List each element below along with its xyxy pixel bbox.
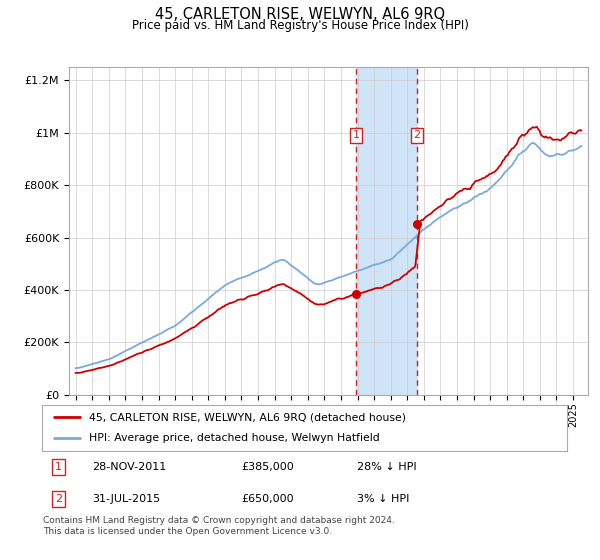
Text: 45, CARLETON RISE, WELWYN, AL6 9RQ: 45, CARLETON RISE, WELWYN, AL6 9RQ xyxy=(155,7,445,22)
Text: £650,000: £650,000 xyxy=(241,494,294,504)
Text: £385,000: £385,000 xyxy=(241,462,294,472)
Text: 1: 1 xyxy=(55,462,62,472)
Text: 28% ↓ HPI: 28% ↓ HPI xyxy=(357,462,416,472)
Text: HPI: Average price, detached house, Welwyn Hatfield: HPI: Average price, detached house, Welw… xyxy=(89,433,380,444)
Bar xyxy=(356,67,417,395)
Text: 31-JUL-2015: 31-JUL-2015 xyxy=(92,494,160,504)
Text: 45, CARLETON RISE, WELWYN, AL6 9RQ (detached house): 45, CARLETON RISE, WELWYN, AL6 9RQ (deta… xyxy=(89,412,406,422)
Text: 28-NOV-2011: 28-NOV-2011 xyxy=(92,462,166,472)
Text: 2: 2 xyxy=(55,494,62,504)
Text: Price paid vs. HM Land Registry's House Price Index (HPI): Price paid vs. HM Land Registry's House … xyxy=(131,19,469,32)
Text: 3% ↓ HPI: 3% ↓ HPI xyxy=(357,494,409,504)
Text: Contains HM Land Registry data © Crown copyright and database right 2024.
This d: Contains HM Land Registry data © Crown c… xyxy=(43,516,395,536)
Text: 2: 2 xyxy=(413,130,421,141)
Text: 1: 1 xyxy=(353,130,359,141)
